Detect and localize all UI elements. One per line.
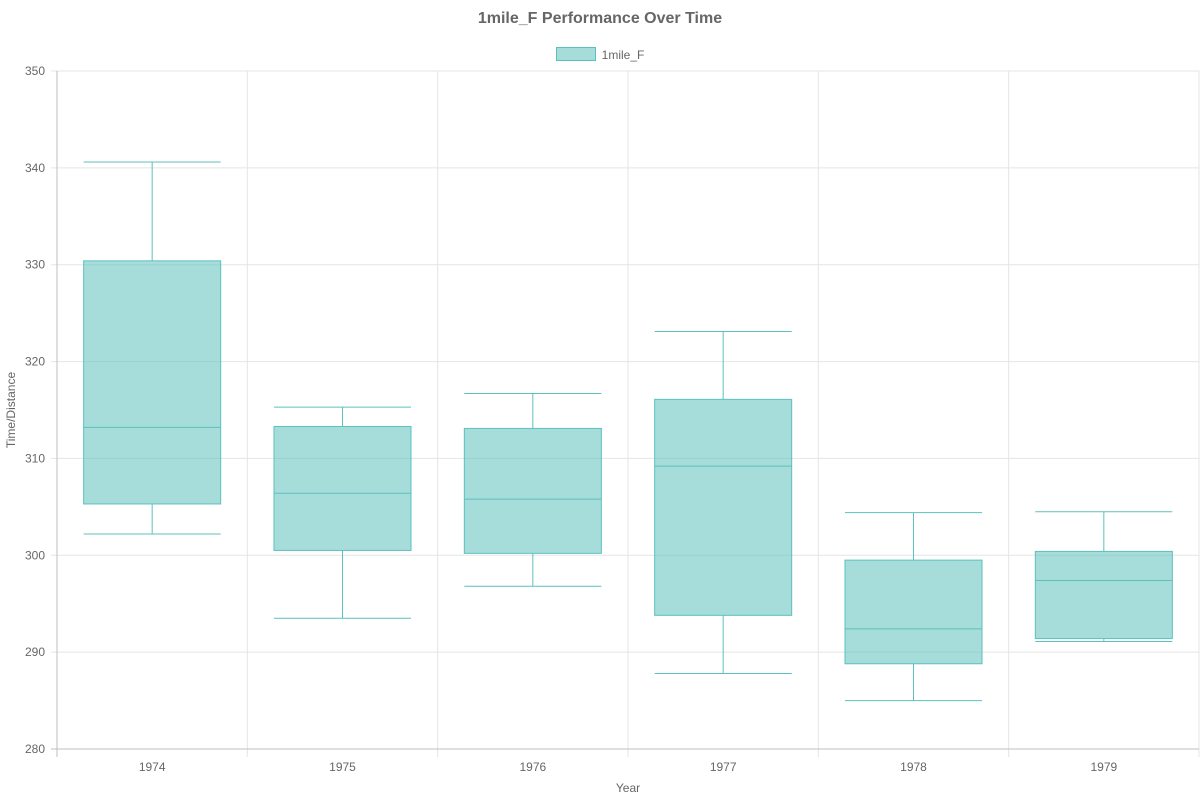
x-tick-label: 1978 (900, 760, 927, 774)
x-tick-label: 1974 (139, 760, 166, 774)
x-tick-label: 1975 (329, 760, 356, 774)
box-1978 (844, 512, 983, 702)
box-1974 (83, 161, 222, 535)
y-tick-label: 340 (25, 161, 45, 175)
x-tick-label: 1976 (519, 760, 546, 774)
iqr-box (83, 260, 222, 505)
box-1976 (463, 393, 602, 587)
iqr-box (273, 425, 412, 551)
grid-lines (51, 70, 1200, 757)
iqr-box (654, 398, 793, 616)
axes: 280 290 300 310 320 330 340 350 1974 1975 1976 1977… (25, 64, 1199, 774)
y-tick-label: 350 (25, 64, 45, 78)
box-series (83, 161, 1173, 702)
iqr-box (844, 559, 983, 665)
legend-swatch (555, 47, 596, 61)
y-axis-title: Time/Distance (4, 372, 18, 449)
y-tick-label: 310 (25, 451, 45, 465)
box-1977 (654, 331, 793, 674)
y-tick-label: 290 (25, 645, 45, 659)
y-tick-label: 320 (25, 355, 45, 369)
y-tick-label: 300 (25, 548, 45, 562)
x-tick-label: 1979 (1090, 760, 1117, 774)
x-axis-title: Year (616, 781, 640, 795)
legend[interactable]: 1mile_F (0, 47, 1200, 62)
iqr-box (463, 427, 602, 554)
y-tick-label: 280 (25, 742, 45, 756)
y-tick-label: 330 (25, 258, 45, 272)
box-1979 (1034, 511, 1173, 642)
iqr-box (1034, 550, 1173, 640)
legend-label: 1mile_F (601, 48, 645, 62)
chart-title: 1mile_F Performance Over Time (477, 10, 723, 27)
box-1975 (273, 406, 412, 619)
x-tick-label: 1977 (710, 760, 737, 774)
